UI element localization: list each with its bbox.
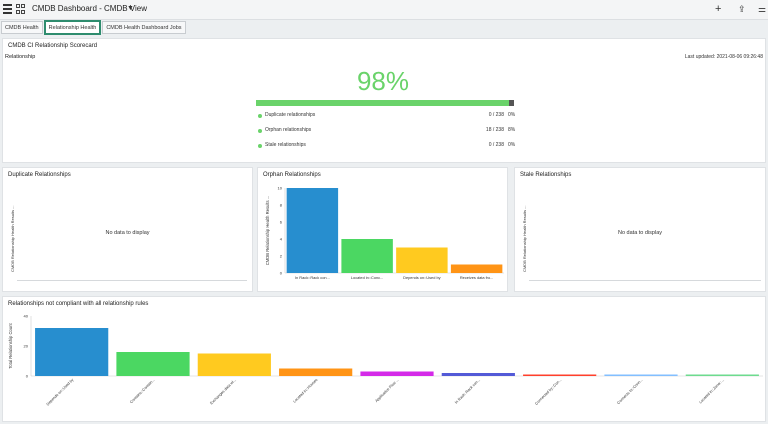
chart-bar: [286, 188, 339, 273]
x-tick-label: Connects to::Conn...: [616, 378, 643, 405]
x-tick-label: Applicative Flow ...: [374, 378, 399, 403]
stale-relationships-card: Stale Relationships CMDB Relationship He…: [514, 167, 766, 292]
status-dot-icon: [258, 114, 262, 118]
metrics-list: Duplicate relationships 0 / 238 0% Orpha…: [256, 112, 518, 150]
chart-bar: [604, 374, 678, 376]
chart-bar: [685, 374, 759, 376]
orphan-relationships-card: Orphan Relationships 0 2 4 6 8 10 CMDB Relatio…: [257, 167, 508, 292]
chart-baseline: [17, 280, 247, 281]
orphan-bar-chart: 0 2 4 6 8 10 CMDB Relationship Health Results …: [265, 186, 504, 280]
chart-bar: [116, 352, 190, 376]
chart-baseline: [529, 280, 761, 281]
tab-cmdb-health[interactable]: CMDB Health: [1, 21, 43, 34]
metric-count: 0 / 238: [488, 142, 504, 148]
y-tick-label: 0: [280, 271, 283, 276]
noncompliant-bar-chart: 0 20 40 Total Relationship Count Depends on:…: [8, 314, 763, 407]
noncompliant-relationships-card: Relationships not compliant with all rel…: [2, 296, 766, 422]
chart-bar: [396, 247, 448, 273]
grid-icon[interactable]: [16, 4, 26, 14]
dashboard-tabs: CMDB Health Relationship Health CMDB Hea…: [0, 20, 186, 35]
x-tick-label: Located in::Conc...: [351, 275, 383, 280]
y-axis-label: Total Relationship Count: [8, 322, 13, 368]
y-tick-label: 0: [26, 374, 29, 379]
chart-bar: [360, 371, 434, 376]
card-title: Duplicate Relationships: [8, 172, 71, 178]
metric-label: Duplicate relationships: [265, 112, 316, 118]
scorecard-subtitle: Relationship: [5, 54, 36, 60]
y-tick-label: 8: [280, 203, 283, 208]
status-dot-icon: [258, 129, 262, 133]
chart-bar: [279, 368, 353, 376]
no-data-message: No data to display: [105, 230, 150, 236]
y-tick-label: 10: [278, 186, 283, 191]
menu-icon[interactable]: [3, 4, 12, 14]
chart-bar: [523, 374, 597, 376]
metric-percent: 0%: [508, 142, 516, 148]
metric-label: Orphan relationships: [265, 127, 312, 133]
x-tick-label: Exchanges data wi...: [209, 378, 237, 406]
chart-bar: [341, 239, 393, 273]
chart-bar: [35, 328, 109, 376]
metric-count: 18 / 238: [485, 127, 504, 133]
metric-row[interactable]: Duplicate relationships 0 / 238 0%: [256, 112, 518, 127]
chart-bar: [197, 353, 271, 376]
x-tick-label: Receives data fro...: [460, 275, 494, 280]
y-axis-label: CMDB Relationship Health Results ...: [265, 196, 270, 266]
last-updated: Last updated: 2021-08-06 09:26:48: [684, 54, 763, 60]
x-tick-label: Connected by::Con...: [534, 378, 562, 406]
x-tick-label: Located in::Houses: [293, 378, 319, 404]
x-tick-label: Contains::Contain...: [129, 378, 155, 404]
tab-cmdb-health-dashboard-jobs[interactable]: CMDB Health Dashboard Jobs: [102, 21, 186, 34]
score-progress-bar: [256, 100, 514, 106]
metric-row[interactable]: Stale relationships 0 / 238 0%: [256, 142, 518, 150]
dashboard-title[interactable]: CMDB Dashboard - CMDB View: [32, 4, 147, 13]
filter-icon[interactable]: ⚌: [758, 4, 767, 14]
metric-label: Stale relationships: [265, 142, 306, 148]
chart-bar: [450, 264, 503, 273]
y-axis-label: CMDB Relationship Health Results ...: [10, 205, 15, 272]
score-value[interactable]: 98%: [356, 66, 410, 96]
chevron-down-icon[interactable]: ▼: [127, 5, 134, 12]
x-tick-label: In Rack::Rack con...: [454, 378, 481, 405]
y-tick-label: 6: [280, 220, 283, 225]
no-data-message: No data to display: [617, 230, 663, 236]
chart-bar: [441, 373, 515, 376]
x-tick-label: Located in::Zone::...: [698, 378, 725, 405]
top-bar: CMDB Dashboard - CMDB View ▼ + ⇪ ⚌: [0, 0, 768, 20]
x-tick-label: In Rack::Rack con...: [295, 275, 330, 280]
card-title: Orphan Relationships: [263, 172, 321, 178]
metric-percent: 8%: [508, 127, 516, 133]
y-tick-label: 40: [24, 314, 29, 319]
share-icon[interactable]: ⇪: [738, 4, 746, 14]
y-tick-label: 20: [24, 344, 29, 349]
score-progress-fill: [256, 100, 509, 106]
tab-relationship-health[interactable]: Relationship Health: [43, 20, 102, 35]
y-axis-label: CMDB Relationship Health Results ...: [522, 205, 527, 272]
plus-icon[interactable]: +: [715, 3, 722, 15]
metric-count: 0 / 238: [488, 112, 504, 118]
x-tick-label: Depends on::Used by: [403, 275, 440, 280]
metric-row[interactable]: Orphan relationships 18 / 238 8%: [256, 127, 518, 142]
y-tick-label: 4: [280, 237, 283, 242]
scorecard-title: CMDB CI Relationship Scorecard: [8, 43, 98, 49]
card-title: Relationships not compliant with all rel…: [8, 301, 149, 307]
metric-percent: 0%: [508, 112, 516, 118]
scorecard-card: CMDB CI Relationship Scorecard Relations…: [2, 38, 766, 163]
x-tick-label: Depends on::Used by: [46, 378, 75, 407]
status-dot-icon: [258, 144, 262, 148]
duplicate-relationships-card: Duplicate Relationships CMDB Relationshi…: [2, 167, 253, 292]
card-title: Stale Relationships: [520, 172, 572, 178]
y-tick-label: 2: [280, 254, 283, 259]
